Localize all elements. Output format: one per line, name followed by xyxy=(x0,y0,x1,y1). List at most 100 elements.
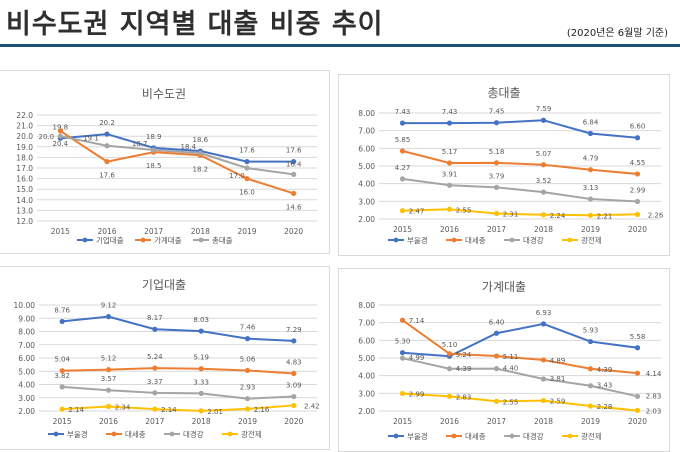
series-line-4 xyxy=(402,392,638,412)
data-label: 2.28 xyxy=(597,403,613,411)
data-label: 9.12 xyxy=(101,302,117,310)
y-tick-label: 2.00 xyxy=(358,215,375,224)
data-label: 4.27 xyxy=(395,164,411,172)
data-point xyxy=(540,117,547,123)
legend-marker xyxy=(393,237,399,243)
x-tick-label: 2020 xyxy=(628,417,647,426)
data-label: 3.43 xyxy=(597,382,613,390)
legend-marker xyxy=(393,433,399,439)
data-label: 17.6 xyxy=(239,147,255,155)
data-label: 18.9 xyxy=(146,133,162,141)
data-point xyxy=(446,160,453,166)
data-label: 3.81 xyxy=(550,375,566,383)
y-tick-label: 6.00 xyxy=(358,144,375,153)
series-line-1 xyxy=(62,315,294,342)
data-point xyxy=(104,159,110,165)
data-point xyxy=(197,150,203,156)
data-label: 7.45 xyxy=(489,108,505,116)
y-tick-label: 4.00 xyxy=(18,381,35,390)
data-point xyxy=(399,350,406,356)
x-tick-label: 2020 xyxy=(284,227,303,236)
y-tick-label: 20.0 xyxy=(16,132,33,141)
series-line-3 xyxy=(62,385,294,400)
x-tick-label: 2015 xyxy=(393,225,412,234)
y-tick-label: 8.00 xyxy=(358,301,375,310)
x-tick-label: 2018 xyxy=(191,227,210,236)
data-point xyxy=(291,190,297,197)
data-point xyxy=(446,120,453,126)
data-label: 2.55 xyxy=(503,398,519,406)
y-tick-label: 6.00 xyxy=(358,336,375,345)
data-label: 17.0 xyxy=(229,172,245,180)
x-tick-label: 2017 xyxy=(487,417,506,426)
data-label: 2.42 xyxy=(304,402,320,410)
data-label: 16.4 xyxy=(286,160,302,168)
x-tick-label: 2016 xyxy=(440,417,459,426)
data-label: 2.03 xyxy=(646,407,662,415)
data-point xyxy=(587,403,594,409)
y-tick-label: 19.0 xyxy=(16,143,33,152)
data-label: 2.83 xyxy=(646,392,662,400)
legend-entry: 광전제 xyxy=(241,429,262,439)
data-point xyxy=(244,165,250,171)
data-point xyxy=(634,211,641,218)
data-point xyxy=(587,167,594,173)
y-tick-label: 21.0 xyxy=(16,122,33,131)
y-tick-label: 3.00 xyxy=(18,394,35,403)
legend-entry: 부울경 xyxy=(407,235,428,245)
y-tick-label: 7.00 xyxy=(358,127,375,136)
data-label: 6.84 xyxy=(583,118,599,126)
series-line-4 xyxy=(62,404,294,412)
x-tick-label: 2019 xyxy=(581,417,600,426)
legend-entry: 대경강 xyxy=(183,429,204,439)
data-label: 18.5 xyxy=(146,162,162,170)
legend-entry: 총대출 xyxy=(212,235,233,245)
data-point xyxy=(291,171,297,177)
series-line-1 xyxy=(402,322,638,358)
data-label: 4.55 xyxy=(630,159,646,167)
data-label: 5.10 xyxy=(442,341,458,349)
data-point xyxy=(634,171,641,177)
data-label: 2.83 xyxy=(456,393,472,401)
data-label: 8.76 xyxy=(54,306,70,314)
legend-entry: 대세충 xyxy=(465,236,486,245)
series-line-4 xyxy=(402,208,638,217)
data-label: 19.1 xyxy=(83,135,99,143)
data-point xyxy=(198,328,204,334)
data-point xyxy=(587,383,594,389)
legend-marker xyxy=(227,431,233,437)
data-label: 5.18 xyxy=(489,148,505,156)
data-point xyxy=(540,162,547,168)
data-label: 5.24 xyxy=(456,351,472,359)
data-label: 17.6 xyxy=(99,172,115,180)
y-tick-label: 16.0 xyxy=(16,175,33,184)
data-label: 18.2 xyxy=(193,165,209,173)
data-label: 4.99 xyxy=(409,354,425,362)
data-point xyxy=(540,189,547,195)
data-label: 5.17 xyxy=(442,148,458,156)
data-label: 2.14 xyxy=(68,406,84,414)
data-point xyxy=(446,366,453,372)
data-label: 6.40 xyxy=(489,318,505,326)
data-point xyxy=(152,406,158,412)
data-label: 4.39 xyxy=(456,365,472,373)
data-point xyxy=(291,159,297,165)
data-point xyxy=(244,367,251,374)
data-label: 14.6 xyxy=(286,203,302,211)
data-point xyxy=(152,326,158,332)
chart-panel-total-loans: 총대출 2.00 3.00 4.00 5.00 6.00 7.00 8.00 2015 2016 2… xyxy=(338,74,670,256)
series-line-2 xyxy=(62,367,294,375)
chart-panel-household-loans: 가계대출 2.00 3.00 4.00 5.00 6.00 7.00 8.00 2015 2016… xyxy=(338,268,670,452)
data-point xyxy=(587,366,594,372)
x-tick-label: 2019 xyxy=(581,225,600,234)
x-tick-label: 2016 xyxy=(97,227,116,236)
data-point xyxy=(399,148,406,154)
legend-marker xyxy=(567,237,573,243)
data-point xyxy=(540,321,547,327)
chart-total-loans: 총대출 2.00 3.00 4.00 5.00 6.00 7.00 8.00 2015 2016 2… xyxy=(358,86,664,245)
x-tick-label: 2015 xyxy=(393,417,412,426)
data-label: 8.17 xyxy=(147,314,163,322)
y-tick-label: 15.0 xyxy=(16,185,33,194)
y-tick-label: 17.0 xyxy=(16,164,33,173)
data-point xyxy=(399,120,406,126)
